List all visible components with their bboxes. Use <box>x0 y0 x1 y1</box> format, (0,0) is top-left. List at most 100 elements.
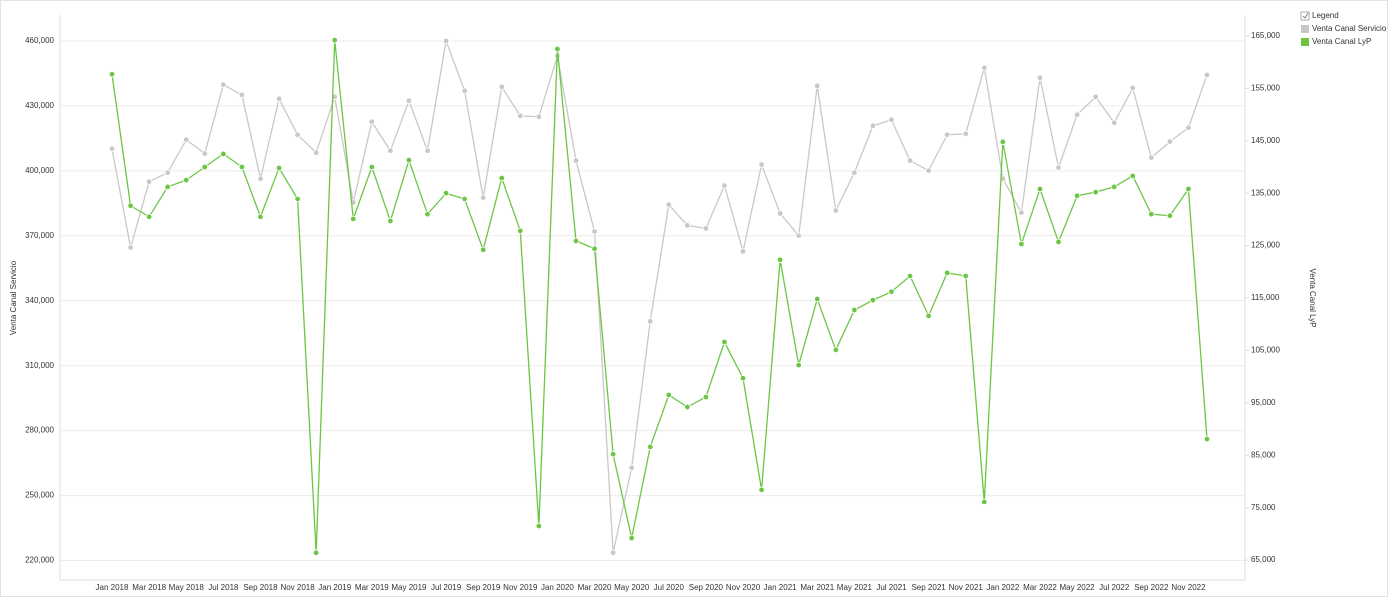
series-line <box>111 38 1208 553</box>
legend-check <box>1302 12 1309 19</box>
data-point <box>220 150 227 158</box>
y-tick-label: 400,000 <box>25 166 54 175</box>
x-tick-label: Jul 2018 <box>208 583 239 592</box>
data-point <box>257 175 264 182</box>
data-point <box>591 228 598 235</box>
data-point <box>127 202 134 209</box>
x-tick-label: May 2022 <box>1060 583 1096 592</box>
data-point <box>164 183 171 191</box>
data-point <box>981 498 988 506</box>
data-point <box>535 113 543 120</box>
x-tick-label: Jan 2020 <box>541 583 574 592</box>
data-point <box>108 71 116 78</box>
data-point <box>1129 172 1136 180</box>
data-point <box>275 164 283 172</box>
data-point <box>628 464 635 472</box>
data-point <box>535 522 543 530</box>
x-tick-label: Mar 2019 <box>355 583 389 592</box>
data-point <box>665 391 672 399</box>
y2-tick-label: 115,000 <box>1251 293 1280 302</box>
data-point <box>591 245 598 252</box>
x-tick-label: Mar 2021 <box>800 583 834 592</box>
y2-tick-label: 165,000 <box>1251 31 1280 40</box>
x-tick-label: Sep 2020 <box>689 583 724 592</box>
data-point <box>405 156 413 164</box>
x-tick-label: Nov 2022 <box>1171 583 1206 592</box>
x-tick-label: Mar 2018 <box>132 583 166 592</box>
data-point <box>665 201 672 208</box>
x-tick-label: Jul 2022 <box>1099 583 1130 592</box>
data-point <box>424 210 431 218</box>
data-point <box>888 288 895 295</box>
x-tick-label: Mar 2022 <box>1023 583 1057 592</box>
data-point <box>350 215 357 223</box>
data-point <box>851 306 858 314</box>
data-point <box>925 167 932 174</box>
data-point <box>684 222 691 229</box>
data-point <box>1185 185 1192 193</box>
x-tick-label: May 2018 <box>169 583 205 592</box>
legend-checkbox[interactable] <box>1300 11 1310 21</box>
data-point <box>795 232 802 239</box>
x-tick-label: Nov 2021 <box>949 583 984 592</box>
data-point <box>331 36 338 44</box>
data-point <box>442 37 450 45</box>
data-point <box>981 64 988 72</box>
data-point <box>609 451 617 458</box>
data-point <box>851 169 858 176</box>
data-point <box>869 296 877 304</box>
data-point <box>943 269 951 277</box>
data-point <box>906 157 914 164</box>
data-point <box>312 549 320 556</box>
legend-swatch[interactable] <box>1301 25 1309 33</box>
data-point <box>739 375 747 382</box>
data-point <box>776 256 784 263</box>
data-point <box>758 486 765 494</box>
data-point <box>257 213 264 220</box>
data-point <box>554 45 561 53</box>
data-point <box>1166 212 1174 219</box>
data-point <box>201 163 208 171</box>
data-point <box>498 174 505 182</box>
data-point <box>888 116 895 123</box>
data-point <box>405 97 413 104</box>
y-tick-label: 340,000 <box>25 296 54 305</box>
data-point <box>220 81 227 88</box>
x-tick-label: Mar 2020 <box>578 583 612 592</box>
data-point <box>498 83 505 91</box>
legend-label: Venta Canal Servicio <box>1312 24 1387 33</box>
data-point <box>943 131 951 138</box>
data-point <box>1092 93 1099 101</box>
y-tick-label: 430,000 <box>25 101 54 110</box>
data-point <box>814 295 821 303</box>
data-point <box>312 149 320 156</box>
data-point <box>832 346 840 354</box>
data-point <box>702 225 710 232</box>
x-tick-label: Jan 2021 <box>764 583 797 592</box>
x-tick-label: May 2019 <box>391 583 427 592</box>
data-point <box>1148 210 1155 218</box>
y2-tick-label: 75,000 <box>1251 503 1276 512</box>
data-point <box>1111 119 1118 127</box>
data-point <box>145 213 153 220</box>
data-point <box>609 549 617 556</box>
y-tick-label: 250,000 <box>25 491 54 500</box>
data-point <box>1073 111 1081 118</box>
x-tick-label: Jul 2019 <box>431 583 462 592</box>
x-tick-label: Sep 2021 <box>911 583 946 592</box>
y2-tick-label: 135,000 <box>1251 188 1280 197</box>
data-point <box>1111 183 1118 191</box>
legend-swatch[interactable] <box>1301 38 1309 46</box>
data-point <box>962 272 969 280</box>
data-point <box>647 443 654 451</box>
x-tick-label: Jan 2022 <box>986 583 1019 592</box>
data-point <box>1203 435 1211 443</box>
x-tick-label: Jan 2018 <box>96 583 129 592</box>
data-point <box>201 150 208 157</box>
y-tick-label: 280,000 <box>25 426 54 435</box>
data-point <box>814 82 821 89</box>
data-point <box>702 393 710 401</box>
x-tick-label: Jul 2020 <box>654 583 685 592</box>
data-point <box>962 130 969 138</box>
